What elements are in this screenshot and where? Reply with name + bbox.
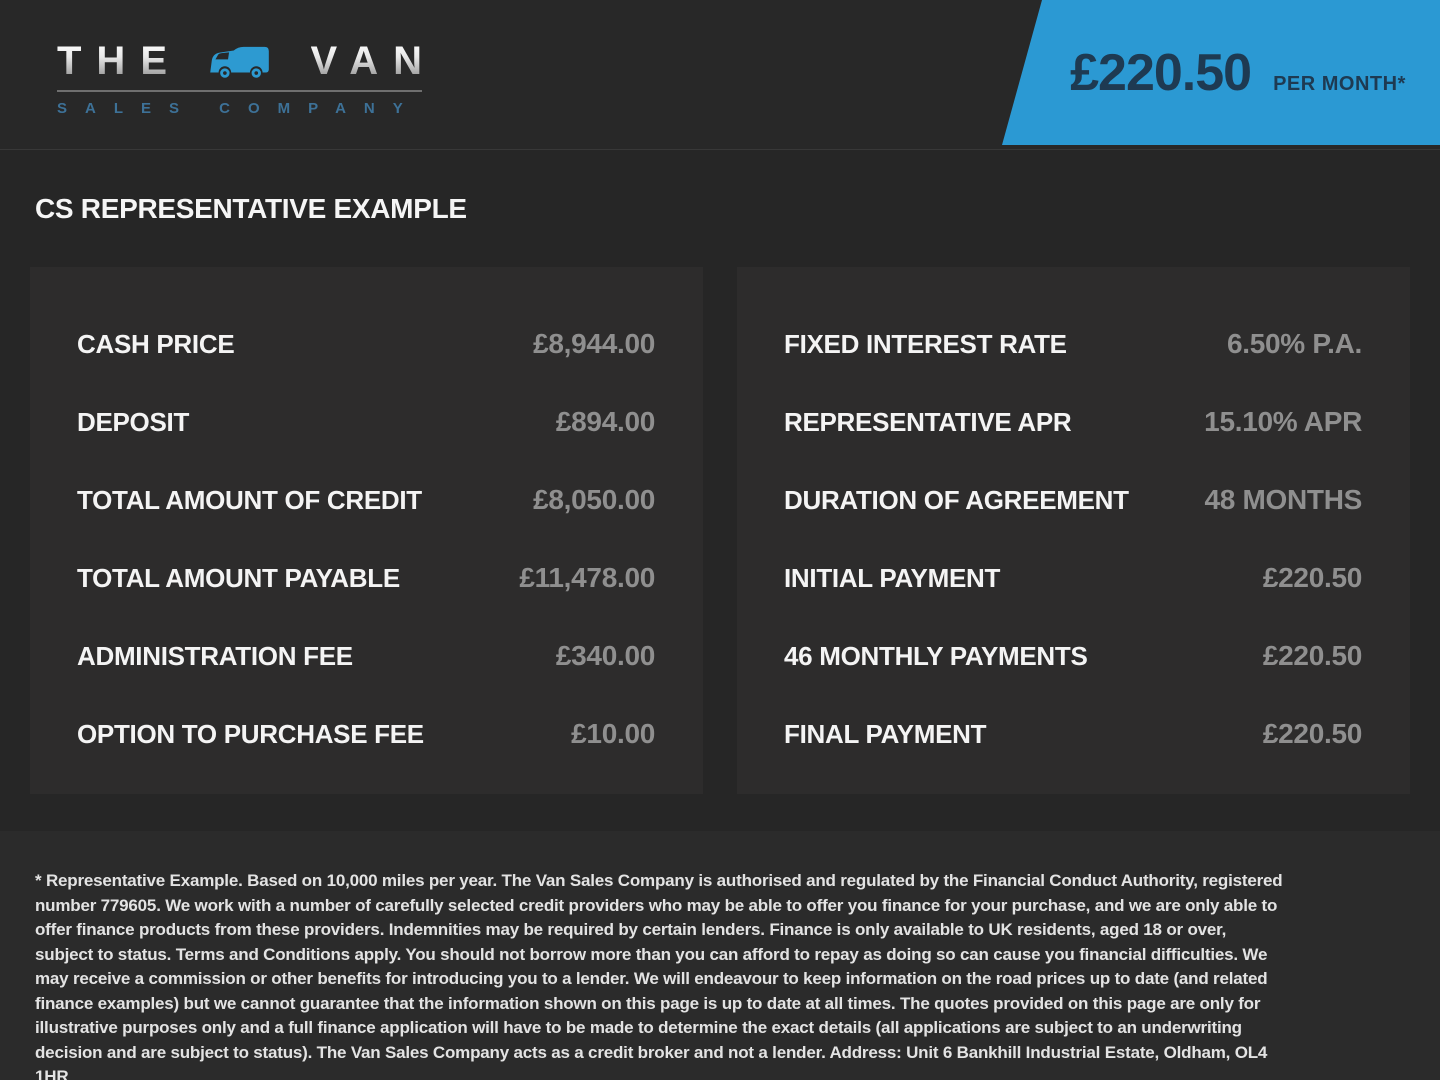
payment-row-label: 46 MONTHLY PAYMENTS xyxy=(784,640,1088,671)
finance-row: DEPOSIT £894.00 xyxy=(77,383,655,461)
payment-row-label: REPRESENTATIVE APR xyxy=(784,406,1072,437)
finance-row-value: £10.00 xyxy=(571,718,655,749)
main-content: CS REPRESENTATIVE EXAMPLE CASH PRICE £8,… xyxy=(0,150,1440,794)
payment-row-label: DURATION OF AGREEMENT xyxy=(784,484,1129,515)
finance-panels: CASH PRICE £8,944.00 DEPOSIT £894.00 TOT… xyxy=(30,267,1410,794)
finance-row: OPTION TO PURCHASE FEE £10.00 xyxy=(77,695,655,773)
finance-row: TOTAL AMOUNT PAYABLE £11,478.00 xyxy=(77,539,655,617)
payment-row: FINAL PAYMENT £220.50 xyxy=(784,695,1362,773)
monthly-price: £220.50 xyxy=(1070,43,1252,102)
header: THE VAN SALES COMPANY £220.50 PER MONTH* xyxy=(0,0,1440,150)
finance-row: CASH PRICE £8,944.00 xyxy=(77,305,655,383)
finance-row-value: £340.00 xyxy=(555,640,655,671)
finance-row-label: ADMINISTRATION FEE xyxy=(77,640,353,671)
finance-row-value: £894.00 xyxy=(555,406,655,437)
finance-row-label: TOTAL AMOUNT PAYABLE xyxy=(77,562,400,593)
finance-breakdown-panel: CASH PRICE £8,944.00 DEPOSIT £894.00 TOT… xyxy=(30,267,703,794)
payment-row: INITIAL PAYMENT £220.50 xyxy=(784,539,1362,617)
payment-row: FIXED INTEREST RATE 6.50% P.A. xyxy=(784,305,1362,383)
payment-row-value: £220.50 xyxy=(1262,640,1362,671)
payment-row-value: 6.50% P.A. xyxy=(1226,328,1362,359)
finance-row-label: OPTION TO PURCHASE FEE xyxy=(77,718,424,749)
disclaimer-text: * Representative Example. Based on 10,00… xyxy=(35,871,1283,1080)
finance-row-value: £11,478.00 xyxy=(519,562,655,593)
payment-row-value: £220.50 xyxy=(1262,718,1362,749)
finance-row-label: CASH PRICE xyxy=(77,328,235,359)
price-banner: £220.50 PER MONTH* xyxy=(1002,0,1440,145)
finance-row-label: TOTAL AMOUNT OF CREDIT xyxy=(77,484,422,515)
van-icon xyxy=(209,46,269,79)
payment-row-label: FIXED INTEREST RATE xyxy=(784,328,1067,359)
payment-terms-panel: FIXED INTEREST RATE 6.50% P.A. REPRESENT… xyxy=(737,267,1410,794)
finance-row: ADMINISTRATION FEE £340.00 xyxy=(77,617,655,695)
finance-row: TOTAL AMOUNT OF CREDIT £8,050.00 xyxy=(77,461,655,539)
payment-row: DURATION OF AGREEMENT 48 MONTHS xyxy=(784,461,1362,539)
payment-row-value: £220.50 xyxy=(1262,562,1362,593)
payment-row-label: FINAL PAYMENT xyxy=(784,718,987,749)
payment-row: 46 MONTHLY PAYMENTS £220.50 xyxy=(784,617,1362,695)
company-logo: THE VAN SALES COMPANY xyxy=(57,38,422,117)
logo-wordmark: THE VAN xyxy=(57,38,422,84)
payment-row: REPRESENTATIVE APR 15.10% APR xyxy=(784,383,1362,461)
monthly-price-period: PER MONTH* xyxy=(1273,73,1406,95)
page-title: CS REPRESENTATIVE EXAMPLE xyxy=(35,193,467,224)
logo-word-the: THE xyxy=(57,39,182,83)
logo-subtitle: SALES COMPANY xyxy=(57,100,421,117)
finance-row-value: £8,944.00 xyxy=(533,328,655,359)
logo-word-van: VAN xyxy=(310,39,437,83)
payment-row-label: INITIAL PAYMENT xyxy=(784,562,1001,593)
disclaimer-section: * Representative Example. Based on 10,00… xyxy=(0,831,1440,1080)
payment-row-value: 15.10% APR xyxy=(1204,406,1362,437)
payment-row-value: 48 MONTHS xyxy=(1204,484,1362,515)
finance-row-value: £8,050.00 xyxy=(533,484,655,515)
finance-row-label: DEPOSIT xyxy=(77,406,190,437)
logo-divider xyxy=(57,90,422,92)
